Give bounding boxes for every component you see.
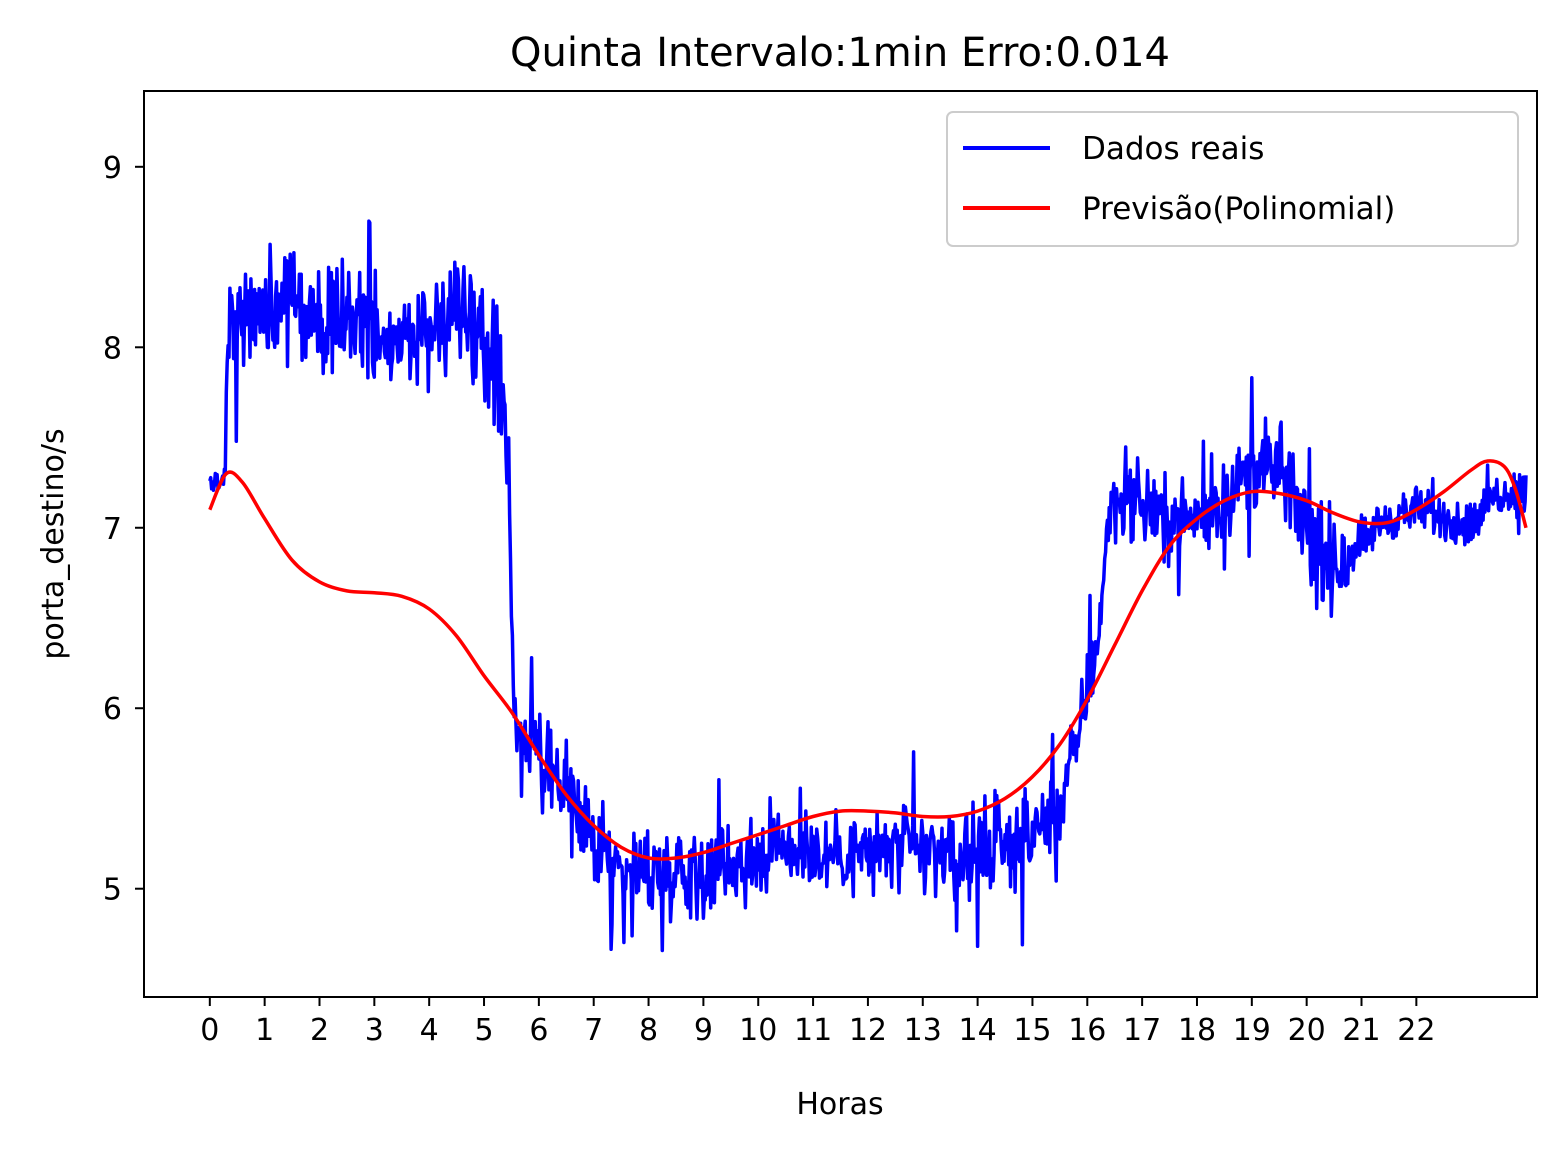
- series-line-dados-reais: [208, 219, 1528, 953]
- y-axis-label: porta_destino/s: [36, 428, 71, 659]
- chart-title: Quinta Intervalo:1min Erro:0.014: [510, 30, 1170, 76]
- x-tick-label: 4: [420, 1013, 439, 1048]
- x-tick-label: 11: [794, 1013, 832, 1048]
- x-tick-label: 20: [1288, 1013, 1326, 1048]
- y-tick-label: 7: [103, 512, 122, 547]
- y-tick-label: 5: [103, 873, 122, 908]
- series-layer: [208, 219, 1528, 953]
- y-axis: 5 6 7 8 9: [103, 151, 144, 908]
- y-tick-label: 8: [103, 331, 122, 366]
- x-tick-label: 8: [639, 1013, 658, 1048]
- x-tick-label: 14: [959, 1013, 997, 1048]
- x-tick-label: 10: [739, 1013, 777, 1048]
- x-axis: 0 1 2 3 4 5 6 7 8 9 10 11 12 13 14 15 16 17 18 19 20 21 22: [200, 997, 1435, 1048]
- x-tick-label: 22: [1397, 1013, 1435, 1048]
- x-tick-label: 5: [474, 1013, 493, 1048]
- x-tick-label: 13: [904, 1013, 942, 1048]
- legend-box: [946, 111, 1519, 247]
- legend-label-previsao: Previsão(Polinomial): [1082, 191, 1395, 227]
- x-tick-label: 18: [1178, 1013, 1216, 1048]
- x-tick-label: 9: [694, 1013, 713, 1048]
- x-tick-label: 15: [1013, 1013, 1051, 1048]
- legend-label-dados-reais: Dados reais: [1082, 131, 1264, 167]
- x-tick-label: 6: [529, 1013, 548, 1048]
- x-tick-label: 16: [1068, 1013, 1106, 1048]
- x-tick-label: 3: [365, 1013, 384, 1048]
- series-line-previsao: [208, 459, 1528, 861]
- x-tick-label: 19: [1233, 1013, 1271, 1048]
- x-tick-label: 0: [200, 1013, 219, 1048]
- plot-area: [143, 90, 1538, 998]
- y-tick-label: 9: [103, 151, 122, 186]
- x-tick-label: 7: [584, 1013, 603, 1048]
- plot-frame: [143, 90, 1538, 998]
- y-tick-label: 6: [103, 692, 122, 727]
- x-tick-label: 17: [1123, 1013, 1161, 1048]
- legend: Dados reais Previsão(Polinomial): [946, 111, 1519, 247]
- x-tick-label: 2: [310, 1013, 329, 1048]
- x-tick-label: 21: [1342, 1013, 1380, 1048]
- x-tick-label: 1: [255, 1013, 274, 1048]
- x-axis-label: Horas: [796, 1087, 883, 1122]
- x-tick-label: 12: [849, 1013, 887, 1048]
